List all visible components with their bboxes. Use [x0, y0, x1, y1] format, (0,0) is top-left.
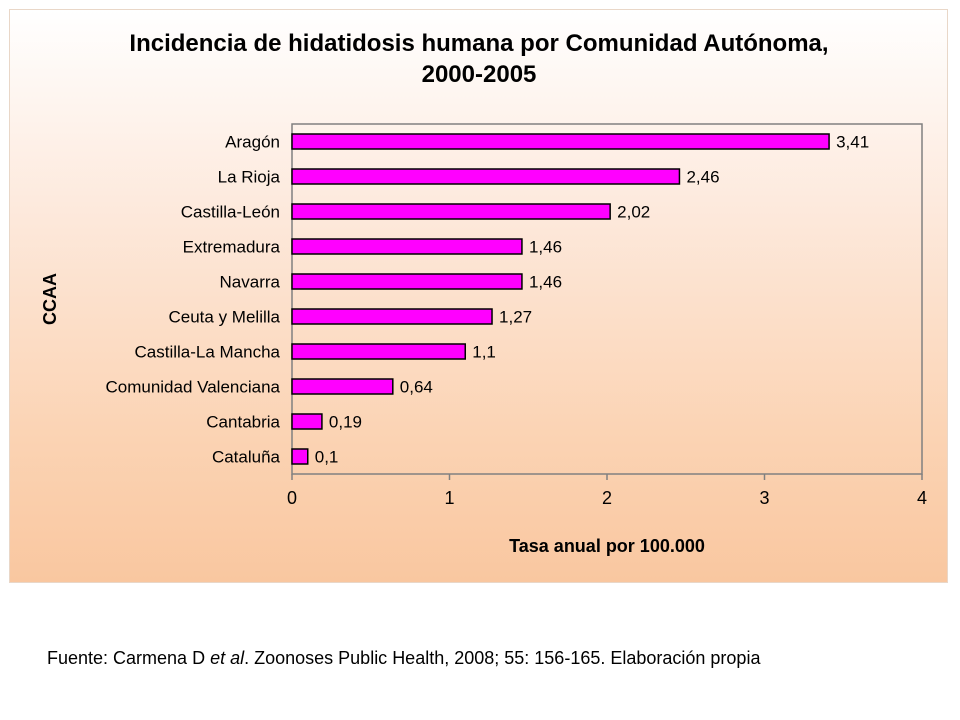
source-note-suffix: . Zoonoses Public Health, 2008; 55: 156-… — [244, 648, 761, 668]
chart-subtitle: 2000-2005 — [422, 61, 537, 88]
data-label: 0,1 — [315, 448, 339, 467]
bar — [291, 238, 523, 255]
bar-chart: Incidencia de hidatidosis humana por Com… — [40, 30, 927, 556]
category-label: Castilla-León — [181, 203, 280, 222]
data-label: 1,46 — [529, 238, 562, 257]
data-label: 1,1 — [472, 343, 496, 362]
x-tick-label: 0 — [287, 488, 297, 508]
category-label: Castilla-La Mancha — [134, 343, 280, 362]
source-note-prefix: Fuente: Carmena D — [47, 648, 211, 668]
chart-title: Incidencia de hidatidosis humana por Com… — [129, 30, 828, 57]
category-labels: Aragón La Rioja Castilla-León Extremadura Na… — [105, 133, 280, 467]
category-label: Cantabria — [206, 413, 280, 432]
bar — [291, 413, 323, 430]
category-label: Cataluña — [212, 448, 281, 467]
x-tick-label: 3 — [759, 488, 769, 508]
data-label: 2,02 — [617, 203, 650, 222]
bar — [291, 203, 611, 220]
category-label: Extremadura — [183, 238, 281, 257]
bar — [291, 448, 309, 465]
bar — [291, 378, 394, 395]
x-tick-label: 2 — [602, 488, 612, 508]
bar — [291, 133, 830, 150]
x-tick-label: 1 — [444, 488, 454, 508]
bars-group — [291, 133, 830, 465]
x-axis-title: Tasa anual por 100.000 — [509, 536, 705, 556]
bar — [291, 308, 493, 325]
data-label: 1,27 — [499, 308, 532, 327]
data-labels: 3,41 2,46 2,02 1,46 1,46 1,271,1 0,64 0,19 0,1 — [315, 133, 869, 467]
data-label: 0,64 — [400, 378, 433, 397]
data-label: 1,46 — [529, 273, 562, 292]
data-label: 3,41 — [836, 133, 869, 152]
data-label: 0,19 — [329, 413, 362, 432]
x-tick-label: 4 — [917, 488, 927, 508]
chart-panel: Incidencia de hidatidosis humana por Com… — [9, 9, 948, 583]
data-label: 2,46 — [686, 168, 719, 187]
bar — [291, 168, 681, 185]
source-note-italic: et al — [210, 648, 245, 668]
category-label: La Rioja — [218, 168, 281, 187]
category-label: Ceuta y Melilla — [169, 308, 281, 327]
category-label: Comunidad Valenciana — [105, 378, 280, 397]
bar — [291, 273, 523, 290]
source-note: Fuente: Carmena D et al. Zoonoses Public… — [47, 648, 947, 669]
bar — [291, 343, 466, 360]
category-label: Navarra — [220, 273, 281, 292]
category-label: Aragón — [225, 133, 280, 152]
y-axis-title: CCAA — [40, 273, 60, 325]
x-axis: 0 1 2 3 4 — [287, 474, 927, 508]
